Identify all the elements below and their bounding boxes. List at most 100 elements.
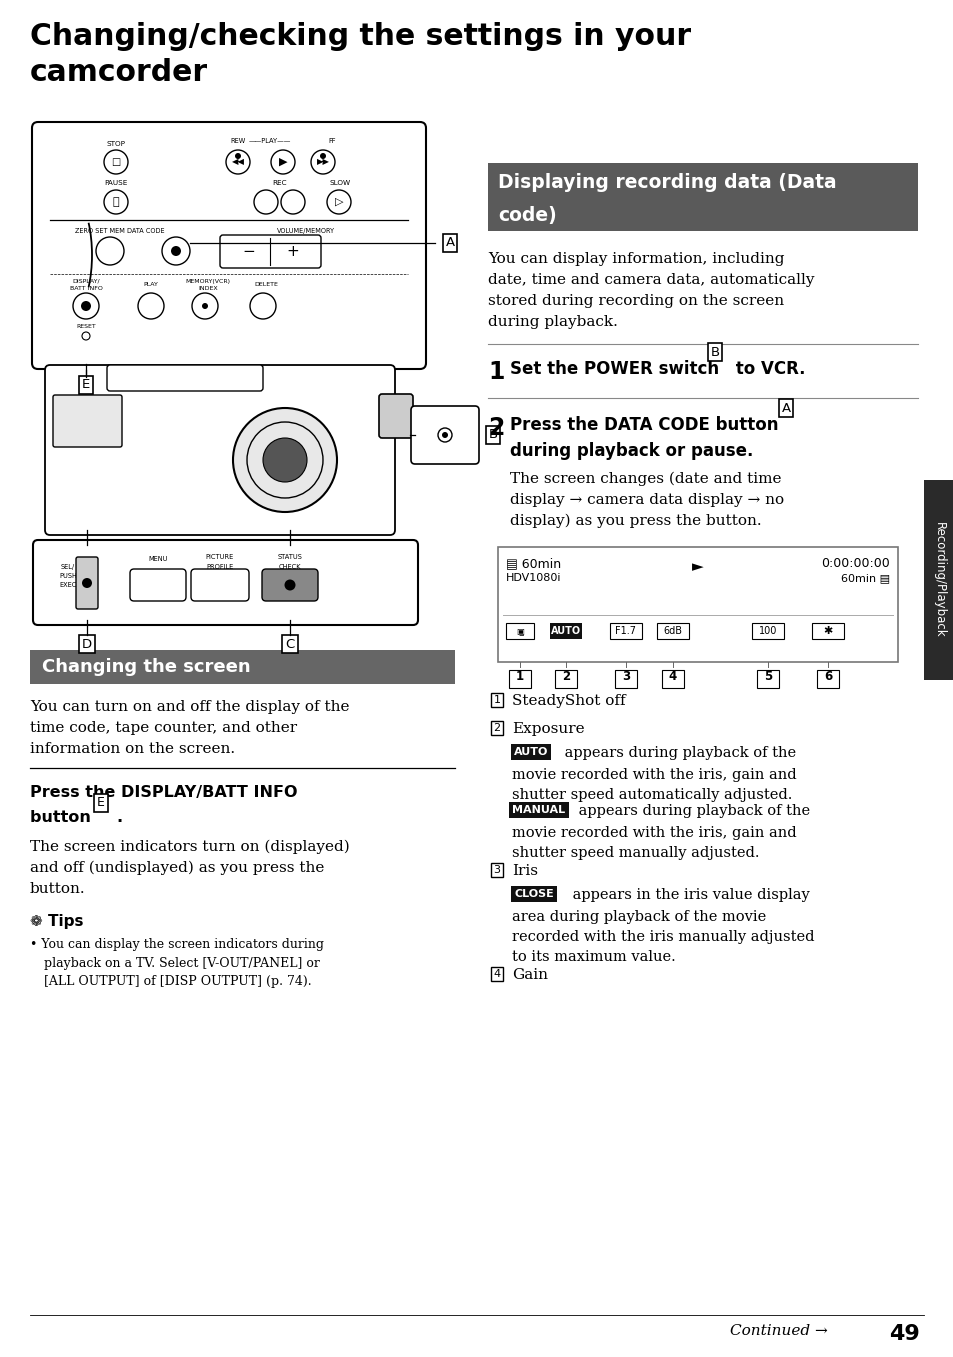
Bar [497, 547, 897, 662]
Text: 1: 1 [493, 695, 500, 706]
Text: Gain: Gain [512, 968, 547, 982]
Text: SEL/: SEL/ [61, 565, 75, 570]
Text: The screen changes (date and time: The screen changes (date and time [510, 472, 781, 486]
Text: and off (undisplayed) as you press the: and off (undisplayed) as you press the [30, 860, 324, 875]
Text: .: . [116, 810, 122, 825]
Bar [550, 623, 581, 639]
Text: ▶: ▶ [278, 157, 287, 167]
Text: RESET: RESET [76, 323, 95, 328]
Text: INDEX: INDEX [198, 286, 217, 292]
Text: FF: FF [328, 138, 335, 144]
Text: Iris: Iris [512, 864, 537, 878]
Circle shape [202, 303, 208, 309]
Text: 4: 4 [493, 969, 500, 978]
FancyBboxPatch shape [488, 163, 917, 231]
FancyBboxPatch shape [32, 122, 426, 369]
FancyBboxPatch shape [130, 569, 186, 601]
Text: BATT INFO: BATT INFO [70, 286, 102, 292]
Text: 2: 2 [561, 670, 570, 684]
Circle shape [319, 153, 326, 159]
Text: Press the DATA CODE button: Press the DATA CODE button [510, 417, 783, 434]
Text: Set the POWER switch: Set the POWER switch [510, 360, 724, 379]
Bar [509, 670, 531, 688]
Bar [609, 623, 641, 639]
Text: CHECK: CHECK [278, 565, 301, 570]
Bar [555, 670, 577, 688]
Text: C: C [285, 638, 294, 650]
Circle shape [81, 301, 91, 311]
Circle shape [171, 246, 181, 256]
Text: during playback or pause.: during playback or pause. [510, 442, 753, 460]
Text: PUSH: PUSH [59, 573, 77, 579]
Text: ❁ Tips: ❁ Tips [30, 915, 84, 930]
Text: DELETE: DELETE [253, 282, 277, 288]
Text: MANUAL: MANUAL [512, 805, 565, 816]
Text: ✱: ✱ [822, 626, 832, 636]
Text: during playback.: during playback. [488, 315, 618, 328]
Text: camcorder: camcorder [30, 58, 208, 87]
Text: to its maximum value.: to its maximum value. [512, 950, 675, 963]
Text: recorded with the iris manually adjusted: recorded with the iris manually adjusted [512, 930, 814, 944]
Text: +: + [286, 243, 299, 258]
Text: □: □ [112, 157, 120, 167]
Text: DISPLAY/: DISPLAY/ [72, 278, 100, 284]
Text: −: − [242, 243, 255, 258]
FancyBboxPatch shape [107, 365, 263, 391]
Text: E: E [82, 379, 90, 392]
Text: 0:00:00:00: 0:00:00:00 [821, 556, 889, 570]
Text: AUTO: AUTO [551, 626, 580, 636]
Text: display) as you press the button.: display) as you press the button. [510, 514, 760, 528]
Text: ▤ 60min: ▤ 60min [505, 556, 560, 570]
Bar [923, 480, 953, 680]
FancyBboxPatch shape [76, 556, 98, 609]
Bar [811, 623, 843, 639]
FancyBboxPatch shape [378, 394, 413, 438]
Text: Continued →: Continued → [729, 1324, 827, 1338]
Text: ▷: ▷ [335, 197, 343, 208]
Text: Changing/checking the settings in your: Changing/checking the settings in your [30, 22, 690, 52]
Circle shape [234, 153, 241, 159]
Bar [816, 670, 838, 688]
Text: SLOW: SLOW [329, 180, 350, 186]
FancyBboxPatch shape [53, 395, 122, 446]
Text: PLAY: PLAY [143, 282, 158, 288]
Text: 1: 1 [488, 360, 504, 384]
Text: 6: 6 [823, 670, 831, 684]
Text: ZERO SET MEM DATA CODE: ZERO SET MEM DATA CODE [75, 228, 165, 233]
Text: time code, tape counter, and other: time code, tape counter, and other [30, 721, 296, 735]
Text: SteadyShot off: SteadyShot off [512, 693, 625, 708]
FancyBboxPatch shape [411, 406, 478, 464]
Text: playback on a TV. Select [V-OUT/PANEL] or: playback on a TV. Select [V-OUT/PANEL] o… [44, 957, 319, 970]
Text: 3: 3 [621, 670, 629, 684]
Bar [505, 623, 534, 639]
Text: shutter speed manually adjusted.: shutter speed manually adjusted. [512, 845, 759, 860]
Text: button.: button. [30, 882, 86, 896]
Text: STOP: STOP [107, 141, 126, 147]
FancyBboxPatch shape [33, 540, 417, 626]
Text: date, time and camera data, automatically: date, time and camera data, automaticall… [488, 273, 814, 286]
Text: Displaying recording data (Data: Displaying recording data (Data [497, 174, 836, 193]
Text: stored during recording on the screen: stored during recording on the screen [488, 294, 783, 308]
Text: area during playback of the movie: area during playback of the movie [512, 911, 765, 924]
Text: ▶▶: ▶▶ [316, 157, 329, 167]
Text: D: D [82, 638, 92, 650]
Text: The screen indicators turn on (displayed): The screen indicators turn on (displayed… [30, 840, 350, 855]
Text: You can display information, including: You can display information, including [488, 252, 783, 266]
Text: 100: 100 [758, 626, 777, 636]
Text: VOLUME/MEMORY: VOLUME/MEMORY [276, 228, 335, 233]
Text: REW: REW [230, 138, 245, 144]
Bar [661, 670, 683, 688]
Text: 60min ▤: 60min ▤ [840, 573, 889, 584]
Text: ——PLAY——: ——PLAY—— [249, 138, 291, 144]
Text: shutter speed automatically adjusted.: shutter speed automatically adjusted. [512, 788, 792, 802]
Text: [ALL OUTPUT] of [DISP OUTPUT] (p. 74).: [ALL OUTPUT] of [DISP OUTPUT] (p. 74). [44, 974, 312, 988]
Text: display → camera data display → no: display → camera data display → no [510, 493, 783, 508]
Text: movie recorded with the iris, gain and: movie recorded with the iris, gain and [512, 768, 796, 782]
Bar [615, 670, 637, 688]
Text: code): code) [497, 205, 557, 224]
Text: appears during playback of the: appears during playback of the [574, 803, 809, 818]
Text: Changing the screen: Changing the screen [42, 658, 251, 676]
Text: MENU: MENU [148, 556, 168, 562]
Text: Exposure: Exposure [512, 722, 584, 735]
Text: CLOSE: CLOSE [514, 889, 554, 898]
